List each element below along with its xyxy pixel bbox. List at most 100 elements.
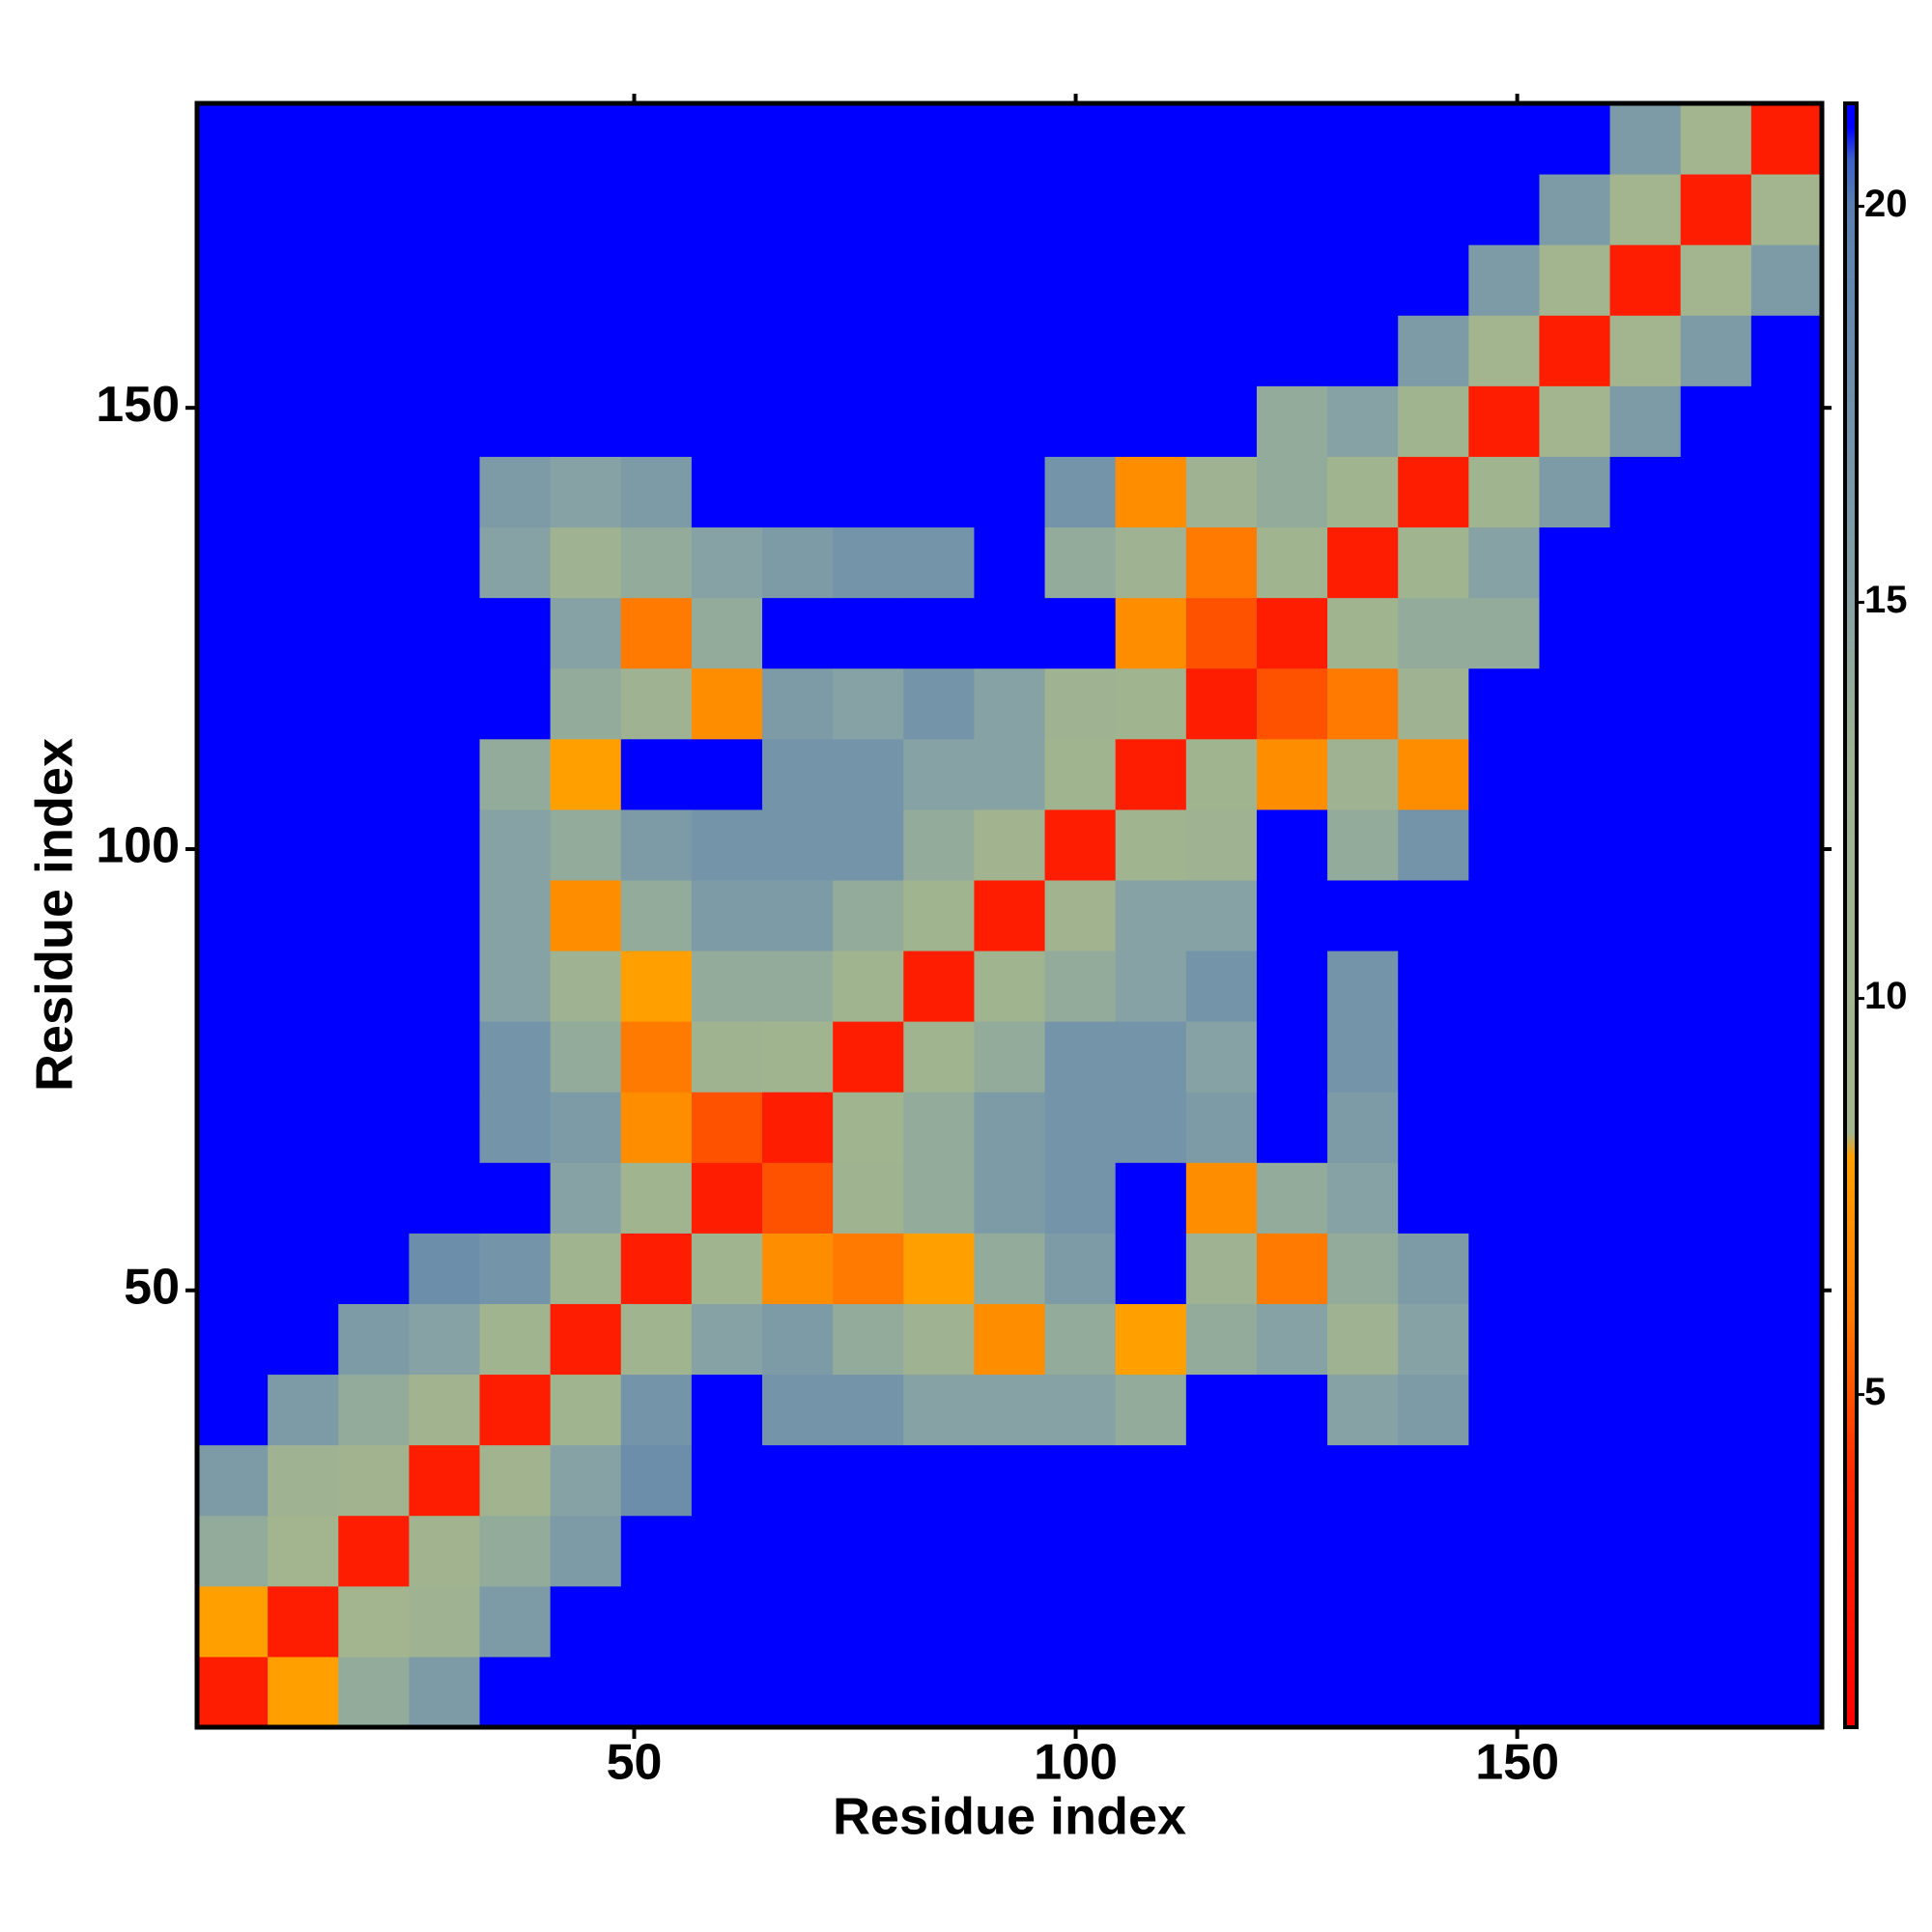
heatmap-cell (268, 1515, 339, 1587)
heatmap-cell (197, 315, 269, 386)
heatmap-cell (691, 526, 763, 599)
heatmap-cell (1609, 1656, 1682, 1728)
heatmap-cell (833, 668, 904, 740)
heatmap-cell (903, 315, 975, 386)
heatmap-cell (620, 668, 693, 740)
heatmap-cell (833, 1092, 904, 1163)
heatmap-cell (1115, 1585, 1187, 1658)
heatmap-cell (620, 526, 693, 599)
heatmap-cell (197, 526, 269, 599)
heatmap-cell (1115, 809, 1187, 881)
heatmap-cell (762, 1444, 834, 1517)
heatmap-cell (1327, 456, 1399, 528)
heatmap-cell (833, 1374, 904, 1446)
heatmap-cell (550, 1233, 622, 1304)
heatmap-cell (1750, 1233, 1823, 1304)
heatmap-cell (1327, 738, 1399, 810)
heatmap-cell (620, 1021, 693, 1093)
heatmap-cell (974, 315, 1046, 386)
heatmap-cell (479, 1444, 552, 1517)
heatmap-cell (1044, 315, 1117, 386)
heatmap-cell (550, 1092, 622, 1163)
heatmap-cell (197, 1444, 269, 1517)
heatmap-cell (1609, 1444, 1682, 1517)
heatmap-cell (1680, 244, 1752, 316)
heatmap-cell (1539, 526, 1611, 599)
heatmap-cell (197, 597, 269, 669)
heatmap-cell (268, 315, 339, 386)
heatmap-cell (197, 1585, 269, 1658)
heatmap-cell (1044, 1444, 1117, 1517)
heatmap-cell (197, 951, 269, 1022)
heatmap-cell (974, 668, 1046, 740)
heatmap-cell (1539, 456, 1611, 528)
heatmap-cell (1115, 1092, 1187, 1163)
heatmap-cell (1750, 668, 1823, 740)
heatmap-cell (691, 1515, 763, 1587)
heatmap-cell (903, 244, 975, 316)
heatmap-cell (1468, 526, 1540, 599)
heatmap-cell (1398, 1092, 1469, 1163)
heatmap-cell (338, 879, 410, 952)
heatmap-cell (550, 879, 622, 952)
heatmap-cell (1185, 385, 1258, 457)
heatmap-cell (833, 1303, 904, 1376)
heatmap-cell (762, 809, 834, 881)
heatmap-cell (197, 879, 269, 952)
heatmap-cell (1256, 456, 1328, 528)
heatmap-cell (268, 1162, 339, 1234)
heatmap-cell (1468, 174, 1540, 245)
heatmap-cell (1539, 1656, 1611, 1728)
heatmap-cell (1327, 1444, 1399, 1517)
heatmap-cell (974, 1515, 1046, 1587)
heatmap-cell (1115, 1303, 1187, 1376)
heatmap-cell (1609, 1515, 1682, 1587)
heatmap-cell (1327, 1303, 1399, 1376)
heatmap-cell (1539, 315, 1611, 386)
heatmap-cell (1468, 668, 1540, 740)
heatmap-cell (1539, 174, 1611, 245)
heatmap-cell (1256, 526, 1328, 599)
heatmap-cell (1256, 1515, 1328, 1587)
heatmap-cell (903, 738, 975, 810)
heatmap-cell (1044, 1021, 1117, 1093)
heatmap-cell (1398, 809, 1469, 881)
heatmap-cell (1256, 1092, 1328, 1163)
heatmap-cell (1680, 1021, 1752, 1093)
heatmap-cell (1750, 1444, 1823, 1517)
heatmap-cell (409, 1444, 481, 1517)
heatmap-cell (1750, 103, 1823, 175)
heatmap-cell (1609, 1233, 1682, 1304)
heatmap-cell (1609, 951, 1682, 1022)
heatmap-cell (1115, 244, 1187, 316)
heatmap-cell (550, 174, 622, 245)
heatmap-cell (479, 456, 552, 528)
heatmap-cell (1609, 1303, 1682, 1376)
heatmap-cell (550, 456, 622, 528)
heatmap-cell (1115, 1021, 1187, 1093)
heatmap-cell (1539, 1021, 1611, 1093)
colorbar (1843, 101, 1859, 1729)
heatmap-cell (479, 244, 552, 316)
heatmap-cell (620, 315, 693, 386)
heatmap-cell (903, 1515, 975, 1587)
heatmap-cell (1398, 1021, 1469, 1093)
heatmap-cell (1680, 1444, 1752, 1517)
heatmap-cell (1468, 1021, 1540, 1093)
heatmap-cell (268, 456, 339, 528)
heatmap-cell (197, 1515, 269, 1587)
heatmap-cell (550, 738, 622, 810)
heatmap-cell (197, 456, 269, 528)
heatmap-cell (833, 315, 904, 386)
heatmap-cell (338, 1444, 410, 1517)
heatmap-cell (197, 1092, 269, 1163)
heatmap-cell (197, 1656, 269, 1728)
heatmap-cell (1115, 668, 1187, 740)
heatmap-cell (974, 879, 1046, 952)
heatmap-cell (197, 809, 269, 881)
heatmap-cell (409, 951, 481, 1022)
heatmap-cell (1256, 1021, 1328, 1093)
heatmap-cell (691, 244, 763, 316)
heatmap-cell (762, 526, 834, 599)
heatmap-cell (1680, 1233, 1752, 1304)
